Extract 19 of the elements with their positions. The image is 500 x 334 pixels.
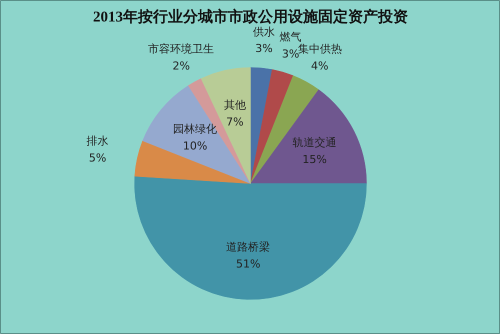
data-label: 7% xyxy=(226,115,244,128)
data-label: 5% xyxy=(88,151,106,164)
slice-label: 园林绿化 xyxy=(173,122,218,136)
slice-label: 排水 xyxy=(86,134,109,148)
slice-label: 集中供热 xyxy=(298,42,342,56)
data-label: 4% xyxy=(311,59,329,72)
slice-label: 轨道交通 xyxy=(292,136,337,149)
data-label: 2% xyxy=(172,59,190,72)
chart-title: 2013年按行业分城市市政公用设施固定资产投资 xyxy=(93,8,408,26)
slice-label: 供水 xyxy=(253,25,276,38)
data-label: 15% xyxy=(302,152,327,166)
data-label: 10% xyxy=(182,140,208,153)
slice-label: 其他 xyxy=(224,98,246,112)
slice-label: 市容环境卫生 xyxy=(148,42,214,56)
slice-label: 道路桥梁 xyxy=(226,240,270,254)
slice-label: 燃气 xyxy=(280,30,302,44)
data-label: 3% xyxy=(255,42,273,56)
data-label: 51% xyxy=(236,257,260,270)
data-label: 3% xyxy=(282,47,300,60)
